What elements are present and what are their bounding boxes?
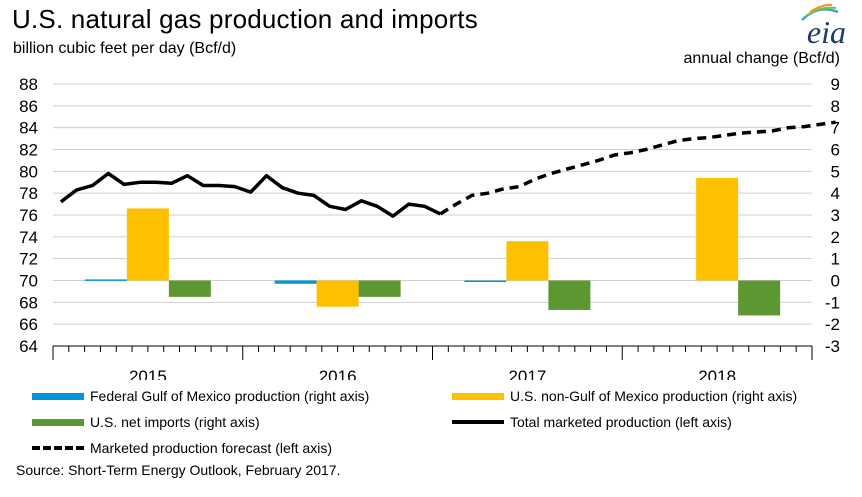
bar-net-imports: [548, 280, 591, 310]
right-axis-tick-label: 6: [831, 141, 840, 160]
left-axis-tick-label: 66: [19, 315, 38, 334]
x-axis-year-label: 2016: [319, 367, 357, 380]
right-axis-tick-label: 9: [831, 75, 840, 94]
x-axis-year-label: 2017: [508, 367, 546, 380]
right-axis-tick-label: 7: [831, 119, 840, 138]
right-axis-tick-label: 5: [831, 162, 840, 181]
left-axis-unit-label: billion cubic feet per day (Bcf/d): [13, 40, 237, 57]
eia-logo: [792, 2, 848, 48]
left-axis-tick-label: 72: [19, 250, 38, 269]
legend-swatch-forecast: [32, 446, 84, 450]
right-axis-tick-label: 3: [831, 206, 840, 225]
source-note: Source: Short-Term Energy Outlook, Febru…: [16, 462, 341, 478]
left-axis-tick-label: 78: [19, 184, 38, 203]
legend-label-total: Total marketed production (left axis): [510, 414, 732, 430]
legend-swatch-net-imports: [32, 418, 84, 426]
right-axis-unit-label: annual change (Bcf/d): [683, 50, 840, 67]
eia-logo-mark-icon: [801, 3, 839, 21]
line-forecast: [439, 120, 836, 216]
eia-logo-text: eia: [806, 14, 846, 50]
bar-federal-gom: [84, 279, 127, 281]
right-axis-tick-label: 0: [831, 272, 840, 291]
legend-item-net-imports: U.S. net imports (right axis): [32, 414, 260, 430]
right-axis-tick-label: 2: [831, 228, 840, 247]
legend-label-non-gom: U.S. non-Gulf of Mexico production (righ…: [510, 388, 798, 404]
legend-item-total: Total marketed production (left axis): [452, 414, 732, 430]
right-axis-tick-label: -2: [825, 315, 840, 334]
legend-swatch-federal-gom: [32, 392, 84, 400]
left-axis-tick-label: 76: [19, 206, 38, 225]
legend: Federal Gulf of Mexico production (right…: [0, 380, 862, 470]
left-axis-tick-label: 74: [19, 228, 38, 247]
left-axis-tick-label: 88: [19, 75, 38, 94]
right-axis-tick-label: 1: [831, 250, 840, 269]
legend-item-non-gom: U.S. non-Gulf of Mexico production (righ…: [452, 388, 797, 404]
bar-federal-gom: [274, 280, 317, 284]
legend-item-forecast: Marketed production forecast (left axis): [32, 440, 332, 456]
bar-net-imports: [358, 280, 401, 297]
right-axis-tick-label: -3: [825, 337, 840, 356]
left-axis-tick-label: 64: [19, 337, 38, 356]
bar-net-imports: [738, 280, 781, 316]
right-axis-tick-label: 8: [831, 97, 840, 116]
bar-federal-gom: [464, 280, 507, 282]
bar-net-imports: [168, 280, 211, 297]
legend-label-forecast: Marketed production forecast (left axis): [90, 440, 332, 456]
left-axis-tick-label: 84: [19, 119, 38, 138]
left-axis-tick-label: 80: [19, 162, 38, 181]
chart-plot: 64666870727476788082848688-3-2-101234567…: [19, 75, 840, 380]
legend-swatch-non-gom: [452, 392, 504, 400]
chart-title: U.S. natural gas production and imports: [12, 4, 478, 34]
legend-swatch-total: [452, 420, 504, 424]
bar-non-gom: [696, 177, 739, 281]
right-axis-tick-label: 4: [831, 184, 840, 203]
legend-label-net-imports: U.S. net imports (right axis): [90, 414, 260, 430]
left-axis-tick-label: 82: [19, 141, 38, 160]
line-total-production: [59, 171, 442, 218]
left-axis-tick-label: 86: [19, 97, 38, 116]
right-axis-tick-label: -1: [825, 293, 840, 312]
bar-non-gom: [506, 241, 549, 281]
x-axis-year-label: 2018: [698, 367, 736, 380]
legend-item-federal-gom: Federal Gulf of Mexico production (right…: [32, 388, 369, 404]
left-axis-tick-label: 68: [19, 293, 38, 312]
left-axis-tick-label: 70: [19, 272, 38, 291]
bar-non-gom: [316, 280, 359, 307]
x-axis-year-label: 2015: [129, 367, 167, 380]
legend-label-federal-gom: Federal Gulf of Mexico production (right…: [90, 388, 370, 404]
bar-non-gom: [126, 208, 169, 281]
